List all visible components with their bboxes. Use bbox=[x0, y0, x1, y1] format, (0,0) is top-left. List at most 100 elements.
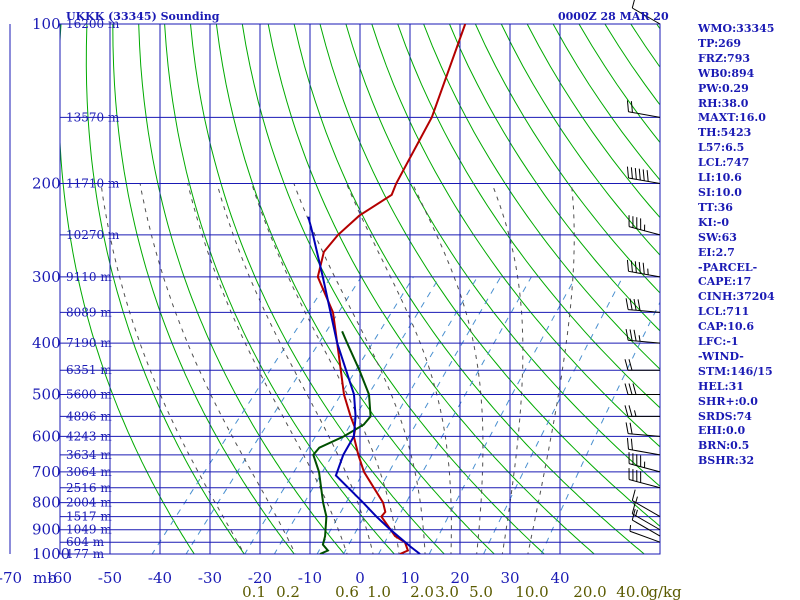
height-label: 3634 m bbox=[66, 448, 112, 462]
moist-adiabat bbox=[491, 183, 524, 554]
moist-adiabat bbox=[293, 183, 426, 554]
stat-item: WB0:894 bbox=[698, 66, 755, 80]
stat-item: PW:0.29 bbox=[698, 81, 749, 95]
mixing-ratio-label: 0.6 bbox=[335, 583, 359, 600]
mixing-ratio-label: 5.0 bbox=[469, 583, 493, 600]
pressure-tick-label: 200 bbox=[32, 175, 61, 193]
temperature-tick-label: -20 bbox=[248, 569, 272, 587]
wind-barb bbox=[625, 298, 661, 313]
stat-item: CAP:10.6 bbox=[698, 320, 755, 334]
wind-barb bbox=[628, 468, 661, 489]
height-label: 7190 m bbox=[66, 336, 112, 350]
mixing-ratio-label: 1.0 bbox=[367, 583, 391, 600]
stat-item: TT:36 bbox=[698, 200, 733, 214]
stat-item: LCL:711 bbox=[698, 305, 750, 319]
stat-item: SI:10.0 bbox=[698, 185, 742, 199]
wind-barb bbox=[631, 489, 661, 518]
dry-adiabat bbox=[319, 24, 660, 527]
mixing-ratio-label: g/kg bbox=[648, 583, 682, 600]
wind-barb bbox=[624, 383, 660, 395]
stat-item: RH:38.0 bbox=[698, 96, 749, 110]
wind-barb bbox=[628, 452, 661, 473]
height-label: 177 m bbox=[66, 547, 105, 561]
stat-item: MAXT:16.0 bbox=[698, 111, 766, 125]
mixing-ratio-label: 0.2 bbox=[276, 583, 300, 600]
stat-item: SRDS:74 bbox=[698, 409, 752, 423]
dry-adiabat bbox=[190, 24, 445, 554]
height-label: 604 m bbox=[66, 535, 105, 549]
temperature-tick-label: 40 bbox=[550, 569, 569, 587]
mixing-ratio-label: 10.0 bbox=[515, 583, 548, 600]
wind-barb bbox=[631, 508, 661, 537]
temperature-tick-label: -50 bbox=[98, 569, 122, 587]
mixing-ratio-line bbox=[378, 276, 532, 554]
height-label: 5600 m bbox=[66, 387, 112, 401]
height-label: 6351 m bbox=[66, 363, 112, 377]
pressure-tick-label: 400 bbox=[32, 334, 61, 352]
sounding-series bbox=[307, 24, 467, 554]
axis-unit-label: mb bbox=[33, 569, 57, 587]
height-label: 13570 m bbox=[66, 110, 120, 124]
height-label: 11710 m bbox=[66, 177, 120, 191]
mixing-ratio-label: 3.0 bbox=[435, 583, 459, 600]
pressure-tick-label: 800 bbox=[32, 494, 61, 512]
plot-frame bbox=[59, 23, 661, 555]
stat-item: HEL:31 bbox=[698, 379, 744, 393]
stat-item: LFC:-1 bbox=[698, 335, 739, 349]
stat-item: TH:5423 bbox=[698, 126, 752, 140]
chart-time: 0000Z 28 MAR 20 bbox=[558, 10, 669, 23]
wind-barb bbox=[625, 422, 661, 437]
stat-item: SW:63 bbox=[698, 230, 737, 244]
wind-barbs bbox=[624, 0, 661, 543]
dry-adiabat bbox=[371, 24, 660, 448]
temperature-tick-label: 0 bbox=[355, 569, 365, 587]
dry-adiabat bbox=[267, 24, 596, 554]
temperature-tick-label: -70 bbox=[0, 569, 22, 587]
mixing-ratio-line bbox=[244, 276, 414, 554]
stat-item: FRZ:793 bbox=[698, 51, 751, 65]
chart-title: UKKK (33345) Sounding bbox=[66, 10, 220, 23]
dewpoint-line bbox=[312, 330, 372, 554]
mixing-ratio-line bbox=[483, 276, 624, 554]
dry-adiabat bbox=[138, 24, 345, 554]
wind-barb bbox=[628, 215, 661, 236]
stat-item: KI:-0 bbox=[698, 215, 729, 229]
stat-item: CAPE:17 bbox=[698, 275, 752, 289]
stat-item: SHR+:0.0 bbox=[698, 394, 758, 408]
dry-adiabat bbox=[215, 24, 496, 554]
dry-adiabat bbox=[164, 24, 395, 554]
wind-barb bbox=[631, 0, 661, 25]
moist-adiabat bbox=[412, 183, 484, 554]
stats-panel: WMO:33345 TP:269 FRZ:793 WB0:894 PW:0.29 RH:3… bbox=[698, 22, 798, 469]
dry-adiabat bbox=[85, 24, 245, 554]
stat-item: -PARCEL- bbox=[698, 260, 758, 274]
stat-item: BSHR:32 bbox=[698, 454, 755, 468]
dry-adiabat bbox=[423, 24, 660, 370]
height-label: 9110 m bbox=[66, 270, 112, 284]
dry-adiabat bbox=[500, 24, 660, 256]
height-label: 10270 m bbox=[66, 228, 120, 242]
moist-adiabat bbox=[139, 183, 296, 554]
height-label: 4243 m bbox=[66, 429, 112, 443]
stat-item: EHI:0.0 bbox=[698, 424, 746, 438]
dry-adiabat bbox=[112, 24, 295, 554]
stat-item: -WIND- bbox=[698, 349, 744, 363]
stat-item: LCL:747 bbox=[698, 156, 750, 170]
wind-barb bbox=[626, 437, 661, 456]
wind-barb bbox=[626, 166, 661, 185]
mixing-ratio-line bbox=[343, 276, 502, 554]
dry-adiabat bbox=[345, 24, 660, 487]
mixing-ratio-label: 40.0 bbox=[616, 583, 649, 600]
height-label: 16200 m bbox=[66, 17, 120, 31]
stat-item: L57:6.5 bbox=[698, 141, 745, 155]
mixing-ratio-label: 2.0 bbox=[410, 583, 434, 600]
pressure-tick-label: 100 bbox=[32, 15, 61, 33]
stat-item: LI:10.6 bbox=[698, 171, 742, 185]
height-label: 4896 m bbox=[66, 409, 112, 423]
pressure-tick-label: 600 bbox=[32, 427, 61, 445]
height-label: 3064 m bbox=[66, 465, 112, 479]
pressure-tick-label: 1000 bbox=[32, 545, 70, 563]
parcel-line bbox=[307, 216, 421, 554]
